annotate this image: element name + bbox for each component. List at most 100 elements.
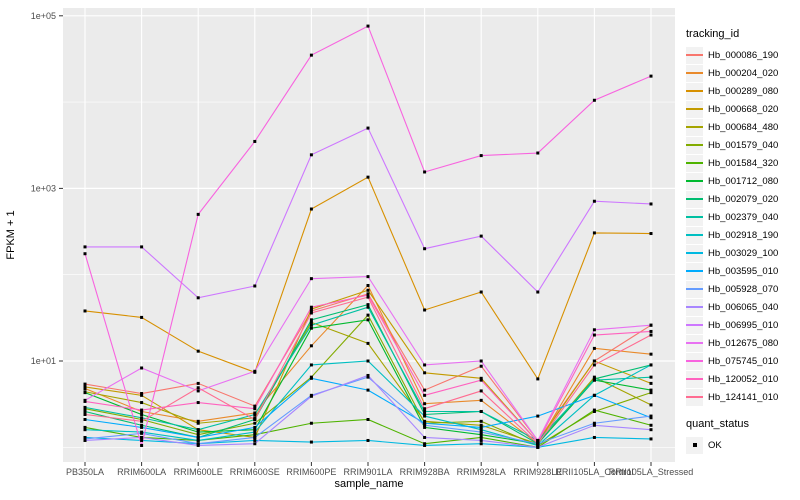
data-point-marker	[423, 170, 427, 174]
legend-key-box	[686, 46, 703, 64]
data-point-marker	[366, 175, 370, 179]
data-point-marker	[423, 421, 427, 425]
legend-key-box	[686, 436, 703, 454]
data-point-marker	[536, 377, 540, 381]
x-tick-label: RRII105LA_Control	[555, 467, 633, 477]
data-point-marker	[649, 363, 653, 367]
data-point-marker	[196, 435, 200, 439]
data-point-marker	[649, 381, 653, 385]
data-point-marker	[592, 423, 596, 427]
data-point-marker	[366, 359, 370, 363]
x-tick-label: RRIM600SE	[230, 467, 280, 477]
legend-item-Hb_001584_320: Hb_001584_320	[686, 154, 798, 172]
legend-item-label: Hb_001579_040	[708, 139, 779, 151]
data-point-marker	[479, 378, 483, 382]
legend-item-Hb_000086_190: Hb_000086_190	[686, 46, 798, 64]
data-point-marker	[253, 433, 257, 437]
data-point-marker	[253, 435, 257, 439]
legend-item-Hb_001579_040: Hb_001579_040	[686, 136, 798, 154]
legend-item-label: Hb_002079_020	[708, 193, 779, 205]
data-point-marker	[196, 438, 200, 442]
legend-item-Hb_002079_020: Hb_002079_020	[686, 190, 798, 208]
x-tick-label: RRIM928LE	[513, 467, 562, 477]
data-point-marker	[140, 408, 144, 412]
line-swatch-icon	[686, 306, 703, 308]
data-point-marker	[592, 328, 596, 332]
data-point-marker	[196, 419, 200, 423]
data-point-marker	[479, 290, 483, 294]
axis-tick-labels: PB350LA RRIM600LA RRIM600LE RRIM600SE RRIM60…	[31, 11, 694, 477]
data-point-marker	[83, 412, 87, 416]
data-point-marker	[253, 284, 257, 288]
data-point-marker	[253, 421, 257, 425]
legend-item-Hb_006995_010: Hb_006995_010	[686, 316, 798, 334]
legend-key-box	[686, 298, 703, 316]
legend-item-label: Hb_003595_010	[708, 265, 779, 277]
data-point-marker	[253, 442, 257, 446]
data-point-marker	[196, 442, 200, 446]
data-point-marker	[649, 414, 653, 418]
data-point-marker	[592, 359, 596, 363]
data-point-marker	[423, 419, 427, 423]
data-point-marker	[479, 433, 483, 437]
legend-item-Hb_002918_190: Hb_002918_190	[686, 226, 798, 244]
line-swatch-icon	[686, 198, 703, 200]
data-point-marker	[83, 382, 87, 386]
legend-item-Hb_006065_040: Hb_006065_040	[686, 298, 798, 316]
data-point-marker	[253, 417, 257, 421]
data-point-marker	[366, 126, 370, 130]
data-point-marker	[196, 430, 200, 434]
data-point-marker	[140, 443, 144, 447]
data-point-marker	[479, 376, 483, 380]
data-point-marker	[83, 391, 87, 395]
data-point-marker	[479, 419, 483, 423]
legend-item-label: Hb_006065_040	[708, 301, 779, 313]
data-point-marker	[140, 417, 144, 421]
data-point-marker	[309, 153, 313, 157]
data-point-marker	[309, 440, 313, 444]
data-point-marker	[592, 98, 596, 102]
legend-key-box	[686, 316, 703, 334]
legend-item-Hb_000204_020: Hb_000204_020	[686, 64, 798, 82]
line-swatch-icon	[686, 54, 703, 56]
data-point-marker	[140, 401, 144, 405]
data-point-marker	[479, 154, 483, 158]
y-tick-label: 1e+01	[31, 356, 56, 366]
data-point-marker	[592, 199, 596, 203]
legend-key-box	[686, 82, 703, 100]
data-point-marker	[649, 388, 653, 392]
line-swatch-icon	[686, 216, 703, 218]
data-point-marker	[196, 443, 200, 447]
data-point-marker	[366, 283, 370, 287]
legend-key-box	[686, 190, 703, 208]
x-tick-label: RRIM600LE	[174, 467, 223, 477]
data-point-marker	[592, 375, 596, 379]
data-point-marker	[592, 333, 596, 337]
data-point-marker	[366, 293, 370, 297]
line-swatch-icon	[686, 90, 703, 92]
data-point-marker	[366, 341, 370, 345]
legend-title-quant-status: quant_status	[686, 418, 749, 430]
legend-item-Hb_000684_480: Hb_000684_480	[686, 118, 798, 136]
legend-key-box	[686, 388, 703, 406]
legend-key-box	[686, 154, 703, 172]
data-point-marker	[536, 440, 540, 444]
x-tick-label: RRIM928LA	[457, 467, 506, 477]
data-point-marker	[423, 443, 427, 447]
data-point-marker	[366, 373, 370, 377]
data-point-marker	[253, 369, 257, 373]
data-point-marker	[140, 392, 144, 396]
legend-key-box	[686, 136, 703, 154]
x-tick-label: PB350LA	[66, 467, 104, 477]
data-point-marker	[309, 344, 313, 348]
plot-panel	[63, 8, 675, 462]
legend-item-label: Hb_005928_070	[708, 283, 779, 295]
data-point-marker	[83, 309, 87, 313]
legend-item-Hb_000289_080: Hb_000289_080	[686, 82, 798, 100]
data-point-marker	[309, 307, 313, 311]
data-point-marker	[479, 409, 483, 413]
data-point-marker	[83, 385, 87, 389]
legend-key-box	[686, 352, 703, 370]
legend-item-label: Hb_003029_100	[708, 247, 779, 259]
